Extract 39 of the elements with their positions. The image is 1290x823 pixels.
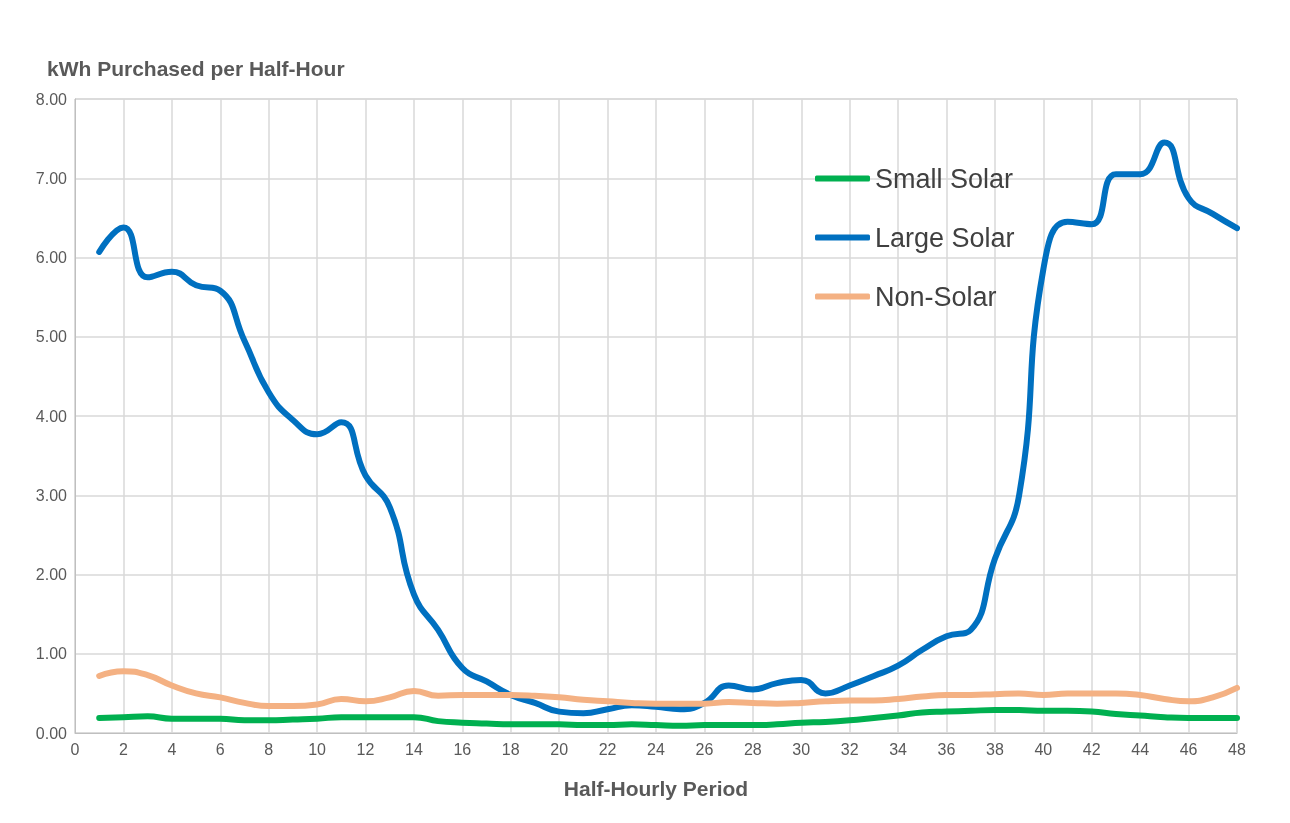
x-tick-label: 38	[986, 740, 1004, 758]
y-tick-label: 8.00	[35, 90, 68, 108]
x-tick-label: 34	[889, 740, 908, 758]
x-tick-label: 10	[308, 740, 327, 758]
x-tick-label: 12	[356, 740, 375, 758]
x-tick-label: 14	[405, 740, 423, 758]
x-tick-label: 36	[937, 740, 956, 758]
y-tick-label: 2.00	[35, 566, 68, 583]
x-tick-label: 32	[840, 740, 859, 758]
x-tick-label: 0	[70, 740, 80, 758]
x-tick-label: 48	[1228, 740, 1246, 758]
y-axis-title: kWh Purchased per Half-Hour	[47, 57, 345, 80]
x-tick-label: 44	[1131, 740, 1150, 758]
x-tick-label: 16	[453, 740, 472, 758]
x-tick-label: 28	[743, 740, 762, 758]
x-tick-label: 2	[118, 740, 128, 758]
x-tick-label: 42	[1082, 740, 1101, 758]
y-tick-label: 6.00	[35, 249, 68, 266]
x-axis-title: Half-Hourly Period	[563, 777, 749, 800]
x-tick-label: 4	[167, 740, 177, 758]
y-tick-label: 4.00	[35, 407, 68, 425]
y-tick-label: 5.00	[35, 328, 68, 346]
legend-label: Non-Solar	[875, 281, 997, 312]
x-tick-label: 24	[647, 740, 665, 758]
legend-label: Small Solar	[875, 163, 1014, 194]
x-tick-label: 40	[1034, 740, 1053, 758]
x-tick-label: 46	[1179, 740, 1198, 758]
x-tick-label: 30	[792, 740, 811, 758]
y-tick-label: 7.00	[35, 169, 68, 187]
x-tick-label: 8	[264, 740, 274, 758]
y-tick-label: 3.00	[35, 486, 68, 504]
x-tick-label: 20	[550, 740, 569, 758]
x-tick-label: 22	[598, 740, 617, 758]
y-tick-label: 0.00	[35, 724, 68, 742]
y-tick-label: 1.00	[35, 645, 68, 663]
x-tick-label: 6	[215, 740, 225, 758]
x-tick-label: 26	[695, 740, 714, 758]
x-tick-label: 18	[501, 740, 520, 758]
legend-label: Large Solar	[875, 222, 1015, 253]
